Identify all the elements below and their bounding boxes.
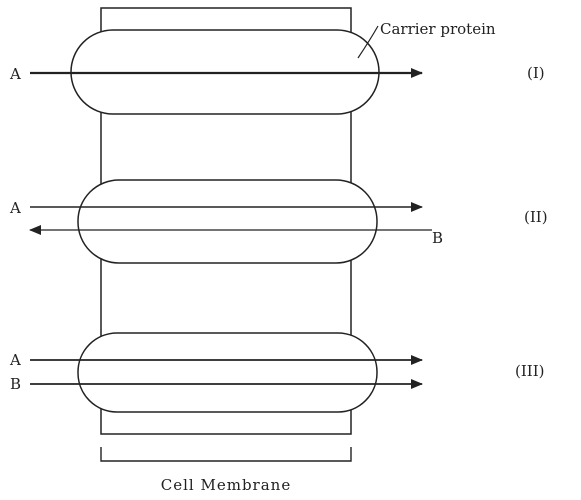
carrier-protein-shape	[77, 179, 378, 264]
bracket-line	[100, 447, 352, 462]
label-a: A	[9, 351, 21, 369]
carrier-protein-label: Carrier protein	[380, 20, 496, 38]
carrier-protein-shape	[77, 332, 378, 413]
cell-membrane-bracket: Cell Membrane	[100, 447, 352, 494]
panel-iii-label: (III)	[515, 362, 544, 380]
label-b: B	[432, 229, 443, 247]
callout-line	[357, 25, 379, 59]
panel-i-label: (I)	[527, 64, 545, 82]
cell-membrane-label: Cell Membrane	[161, 476, 291, 494]
carrier-protein-callout: Carrier protein	[357, 20, 496, 59]
panel-ii: A B (II)	[9, 179, 548, 264]
panel-iii: A B (III)	[9, 332, 544, 413]
panel-ii-label: (II)	[524, 208, 548, 226]
panel-i: A (I)	[9, 29, 545, 115]
label-a: A	[9, 65, 21, 83]
label-b: B	[10, 375, 21, 393]
label-a: A	[9, 199, 21, 217]
